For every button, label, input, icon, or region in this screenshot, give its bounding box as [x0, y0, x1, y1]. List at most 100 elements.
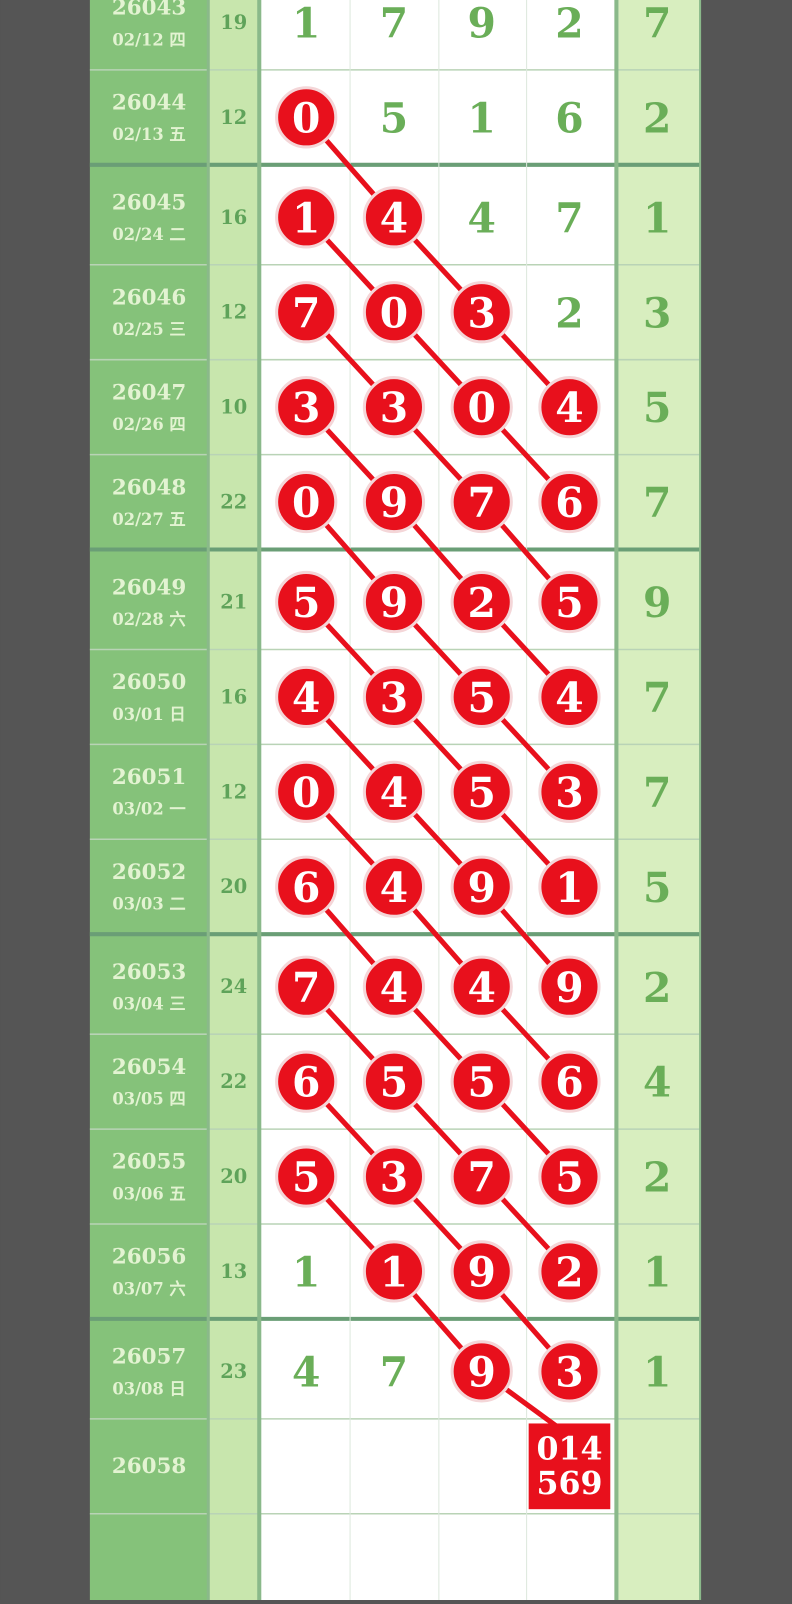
digit: 3	[292, 384, 320, 432]
last-digit: 3	[643, 289, 671, 337]
hit-circle	[275, 281, 338, 344]
digit: 3	[380, 384, 408, 432]
digit: 9	[468, 1248, 496, 1296]
digit: 6	[555, 1059, 583, 1107]
last-digit: 7	[643, 769, 671, 817]
digit: 4	[380, 964, 408, 1012]
issue-date: 03/04 三	[112, 995, 185, 1014]
digit: 6	[292, 1059, 320, 1107]
hit-circle	[538, 855, 601, 918]
hit-circle	[538, 1340, 601, 1403]
sum-value: 22	[220, 1070, 247, 1093]
digit: 0	[292, 479, 320, 527]
hit-circle	[362, 281, 426, 344]
digit: 3	[468, 289, 496, 337]
last-digit: 4	[643, 1059, 671, 1107]
last-digit: 7	[643, 674, 671, 722]
digit: 4	[292, 674, 320, 722]
digit: 5	[555, 1154, 583, 1202]
digit: 7	[468, 479, 496, 527]
issue-date: 03/01 日	[112, 705, 185, 724]
prediction-digits: 014	[536, 1430, 602, 1467]
last-digit: 9	[643, 579, 671, 627]
digit: 5	[468, 674, 496, 722]
digit: 2	[555, 0, 583, 47]
digit: 1	[555, 864, 583, 912]
issue-date: 02/25 三	[112, 320, 185, 339]
digit: 7	[380, 0, 408, 47]
last-digit: 2	[643, 964, 671, 1012]
digit: 1	[292, 1248, 320, 1296]
hit-circle	[362, 760, 426, 823]
hit-circle	[362, 470, 426, 534]
hit-circle	[275, 760, 338, 823]
digit: 3	[555, 1348, 583, 1396]
issue-number: 26046	[112, 285, 186, 310]
hit-circle	[538, 1145, 601, 1208]
digit: 9	[468, 0, 496, 47]
digit: 9	[468, 864, 496, 912]
last-digit: 2	[643, 1154, 671, 1202]
digit: 7	[380, 1348, 408, 1396]
issue-date: 03/05 四	[112, 1089, 185, 1108]
hit-circle	[275, 86, 338, 149]
digit: 9	[380, 579, 408, 627]
hit-circle	[450, 955, 513, 1018]
issue-number: 26045	[112, 191, 186, 216]
digit: 9	[380, 479, 408, 527]
issue-date: 03/08 日	[112, 1379, 185, 1398]
hit-circle	[538, 1050, 601, 1113]
sum-value: 19	[220, 11, 247, 34]
digit: 2	[555, 1248, 583, 1296]
hit-circle	[450, 1145, 513, 1208]
hit-circle	[450, 376, 513, 439]
sum-value: 22	[220, 491, 247, 514]
prediction-box	[528, 1423, 611, 1510]
digit: 0	[468, 384, 496, 432]
hit-circle	[538, 760, 601, 823]
digit: 5	[380, 94, 408, 142]
hit-circle	[275, 570, 338, 634]
sum-value: 23	[220, 1360, 247, 1383]
hit-circle	[362, 955, 426, 1018]
digit: 9	[555, 964, 583, 1012]
last-digit: 5	[643, 864, 671, 912]
issue-date: 03/02 一	[112, 800, 185, 819]
issue-date: 03/03 二	[112, 895, 185, 914]
issue-number: 26051	[112, 765, 186, 790]
issue-number: 26058	[112, 1454, 186, 1479]
issue-number: 26057	[112, 1345, 186, 1370]
hit-circle	[362, 1145, 426, 1208]
digit: 6	[555, 94, 583, 142]
digit: 1	[292, 194, 320, 242]
issue-number: 26050	[112, 670, 186, 695]
digit: 1	[292, 0, 320, 47]
digit: 5	[380, 1059, 408, 1107]
sum-value: 24	[220, 975, 247, 998]
issue-date: 02/26 四	[112, 415, 185, 434]
hit-circle	[450, 665, 513, 729]
digit: 7	[468, 1154, 496, 1202]
hit-circle	[362, 186, 426, 249]
digit: 0	[380, 289, 408, 337]
digit: 1	[468, 94, 496, 142]
hit-circle	[275, 855, 338, 918]
sum-value: 12	[220, 780, 247, 803]
hit-circle	[538, 1240, 601, 1303]
last-digit: 1	[643, 1248, 671, 1296]
digit: 7	[292, 964, 320, 1012]
issue-date: 02/13 五	[112, 125, 185, 144]
sum-value: 13	[220, 1260, 247, 1283]
sum-value: 10	[220, 396, 247, 419]
hit-circle	[450, 570, 513, 634]
last-column	[618, 0, 701, 1600]
digit: 5	[468, 769, 496, 817]
digit: 4	[468, 194, 496, 242]
issue-number: 26052	[112, 860, 186, 885]
issue-number: 26054	[112, 1055, 187, 1080]
last-digit: 1	[643, 194, 671, 242]
issue-date: 03/06 五	[112, 1184, 185, 1203]
issue-number: 26055	[112, 1150, 186, 1175]
prediction-digits: 569	[536, 1465, 602, 1502]
